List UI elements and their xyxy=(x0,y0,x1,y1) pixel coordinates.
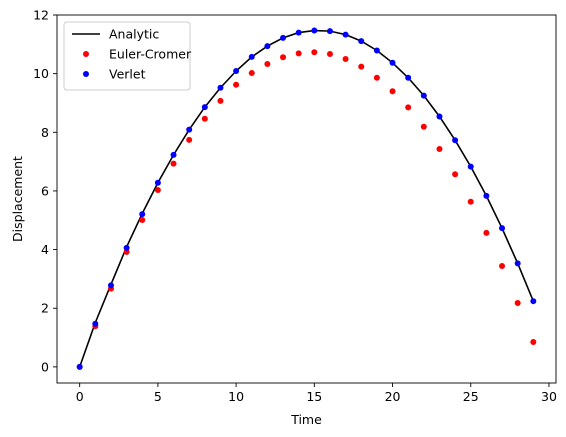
x-tick-label: 30 xyxy=(541,389,557,404)
data-point-euler-cromer xyxy=(452,171,459,178)
y-tick-label: 6 xyxy=(41,183,49,198)
data-point-verlet xyxy=(92,320,99,327)
data-point-euler-cromer xyxy=(170,160,177,167)
data-point-euler-cromer xyxy=(358,63,365,70)
data-point-verlet xyxy=(107,282,114,289)
data-point-euler-cromer xyxy=(295,50,302,57)
data-point-euler-cromer xyxy=(233,81,240,88)
y-tick-label: 4 xyxy=(41,242,49,257)
y-axis-label: Displacement xyxy=(10,156,25,242)
data-point-euler-cromer xyxy=(139,216,146,223)
data-point-verlet xyxy=(233,68,240,75)
data-point-euler-cromer xyxy=(123,248,130,255)
plot-area xyxy=(76,27,537,370)
data-point-euler-cromer xyxy=(530,338,537,345)
x-tick-label: 15 xyxy=(306,389,322,404)
data-point-verlet xyxy=(405,74,412,81)
data-point-verlet xyxy=(389,59,396,66)
data-point-verlet xyxy=(373,47,380,54)
data-point-euler-cromer xyxy=(373,74,380,81)
data-point-verlet xyxy=(280,34,287,41)
data-point-euler-cromer xyxy=(280,54,287,61)
data-point-verlet xyxy=(467,163,474,170)
data-point-euler-cromer xyxy=(326,51,333,57)
x-tick-label: 25 xyxy=(463,389,479,404)
data-point-euler-cromer xyxy=(264,60,271,67)
data-point-verlet xyxy=(326,28,333,35)
data-point-euler-cromer xyxy=(186,136,193,143)
data-point-verlet xyxy=(248,53,255,60)
y-tick-label: 0 xyxy=(41,359,49,374)
data-point-euler-cromer xyxy=(514,299,521,306)
data-point-verlet xyxy=(186,126,193,133)
data-point-euler-cromer xyxy=(389,88,396,95)
axes-frame xyxy=(56,14,557,384)
legend: Analytic Euler-Cromer Verlet xyxy=(63,21,192,91)
legend-box xyxy=(63,21,191,91)
data-point-verlet xyxy=(139,211,146,218)
y-tick-label: 8 xyxy=(41,125,49,140)
data-point-euler-cromer xyxy=(499,263,506,269)
x-axis-label: Time xyxy=(290,412,322,427)
x-tick-label: 20 xyxy=(385,389,401,404)
y-tick-label: 12 xyxy=(33,8,49,23)
legend-label-verlet: Verlet xyxy=(109,67,146,82)
data-point-verlet xyxy=(217,84,224,91)
data-point-verlet xyxy=(530,298,537,305)
x-tick-label: 5 xyxy=(154,389,162,404)
legend-label-analytic: Analytic xyxy=(109,27,159,42)
data-point-verlet xyxy=(170,151,177,158)
data-point-euler-cromer xyxy=(420,123,427,130)
data-point-verlet xyxy=(154,179,161,186)
data-point-verlet xyxy=(342,31,349,38)
legend-swatch-euler-cromer xyxy=(83,51,89,57)
data-point-verlet xyxy=(452,137,459,144)
data-point-verlet xyxy=(311,27,318,34)
data-point-verlet xyxy=(514,260,521,267)
legend-label-euler-cromer: Euler-Cromer xyxy=(109,47,192,62)
data-point-euler-cromer xyxy=(248,70,255,77)
data-point-verlet xyxy=(499,225,506,232)
data-point-euler-cromer xyxy=(311,49,318,56)
axes: 0 5 10 15 20 25 30 0 2 4 6 8 10 12 xyxy=(33,8,557,405)
data-point-verlet xyxy=(295,29,302,36)
data-point-verlet xyxy=(76,363,83,370)
data-point-verlet xyxy=(483,192,490,199)
legend-swatch-verlet xyxy=(83,71,89,77)
data-point-euler-cromer xyxy=(154,187,161,194)
data-point-euler-cromer xyxy=(405,104,412,111)
data-point-verlet xyxy=(436,113,443,120)
y-tick-label: 2 xyxy=(41,301,49,316)
data-point-verlet xyxy=(123,244,130,251)
data-point-verlet xyxy=(420,92,427,99)
data-point-verlet xyxy=(201,104,208,111)
x-tick-label: 0 xyxy=(76,389,84,404)
data-point-euler-cromer xyxy=(483,229,490,236)
data-point-euler-cromer xyxy=(467,198,474,205)
data-point-verlet xyxy=(358,38,365,45)
data-point-euler-cromer xyxy=(201,115,208,122)
x-tick-label: 10 xyxy=(228,389,244,404)
y-tick-label: 10 xyxy=(33,66,49,81)
data-point-euler-cromer xyxy=(217,97,224,104)
data-point-euler-cromer xyxy=(436,146,443,152)
data-point-verlet xyxy=(264,43,271,50)
data-point-euler-cromer xyxy=(342,55,349,62)
series-line-analytic xyxy=(78,29,535,368)
